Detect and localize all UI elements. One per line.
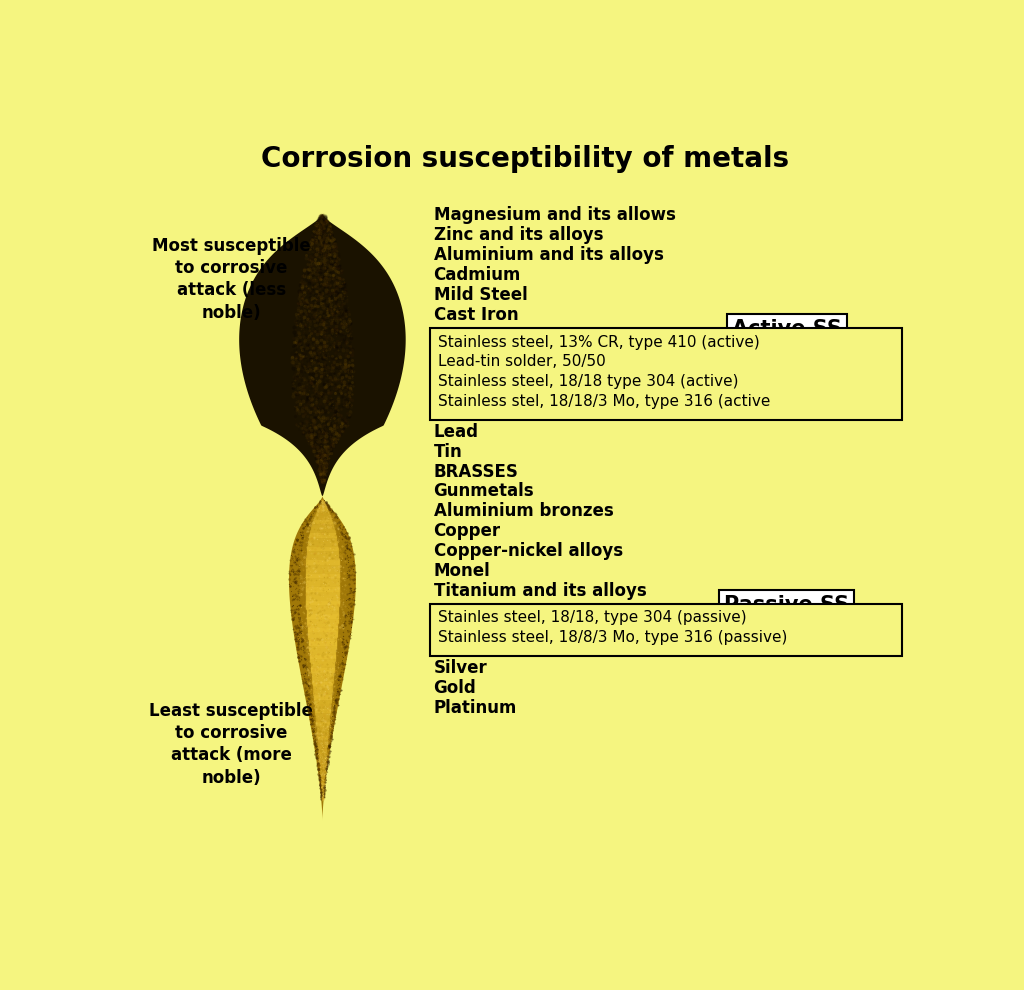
Text: Mild Steel: Mild Steel — [433, 286, 527, 304]
Text: Cadmium: Cadmium — [433, 266, 521, 284]
FancyBboxPatch shape — [430, 329, 902, 420]
Text: Titanium and its alloys: Titanium and its alloys — [433, 581, 646, 600]
Text: Corrosion susceptibility of metals: Corrosion susceptibility of metals — [261, 146, 788, 173]
Text: Magnesium and its allows: Magnesium and its allows — [433, 207, 676, 225]
Text: Stainless steel, 18/18 type 304 (active): Stainless steel, 18/18 type 304 (active) — [437, 374, 738, 389]
Polygon shape — [289, 496, 356, 820]
Text: Lead: Lead — [433, 423, 478, 441]
Text: Zinc and its alloys: Zinc and its alloys — [433, 227, 603, 245]
Text: Tin: Tin — [433, 443, 462, 460]
Text: Most susceptible
to corrosive
attack (less
noble): Most susceptible to corrosive attack (le… — [152, 237, 310, 322]
Polygon shape — [240, 214, 406, 496]
Text: Stainles steel, 18/18, type 304 (passive): Stainles steel, 18/18, type 304 (passive… — [437, 611, 746, 626]
Text: BRASSES: BRASSES — [433, 462, 518, 480]
FancyBboxPatch shape — [430, 604, 902, 656]
Text: Stainless steel, 13% CR, type 410 (active): Stainless steel, 13% CR, type 410 (activ… — [437, 335, 759, 349]
Text: Gunmetals: Gunmetals — [433, 482, 535, 500]
Text: Gold: Gold — [433, 679, 476, 697]
Text: Copper: Copper — [433, 522, 501, 541]
Text: Stainless steel, 18/8/3 Mo, type 316 (passive): Stainless steel, 18/8/3 Mo, type 316 (pa… — [437, 631, 786, 645]
Text: Aluminium bronzes: Aluminium bronzes — [433, 502, 613, 520]
Text: Stainless stel, 18/18/3 Mo, type 316 (active: Stainless stel, 18/18/3 Mo, type 316 (ac… — [437, 394, 770, 409]
Text: Active SS: Active SS — [732, 320, 842, 340]
Text: Monel: Monel — [433, 561, 490, 580]
Text: Copper-nickel alloys: Copper-nickel alloys — [433, 542, 623, 560]
Text: Cast Iron: Cast Iron — [433, 306, 518, 324]
Text: Passive SS: Passive SS — [724, 595, 849, 616]
Text: Platinum: Platinum — [433, 699, 517, 717]
Text: Silver: Silver — [433, 659, 487, 677]
Text: Least susceptible
to corrosive
attack (more
noble): Least susceptible to corrosive attack (m… — [150, 702, 313, 787]
Text: Aluminium and its alloys: Aluminium and its alloys — [433, 247, 664, 264]
Text: Lead-tin solder, 50/50: Lead-tin solder, 50/50 — [437, 354, 605, 369]
